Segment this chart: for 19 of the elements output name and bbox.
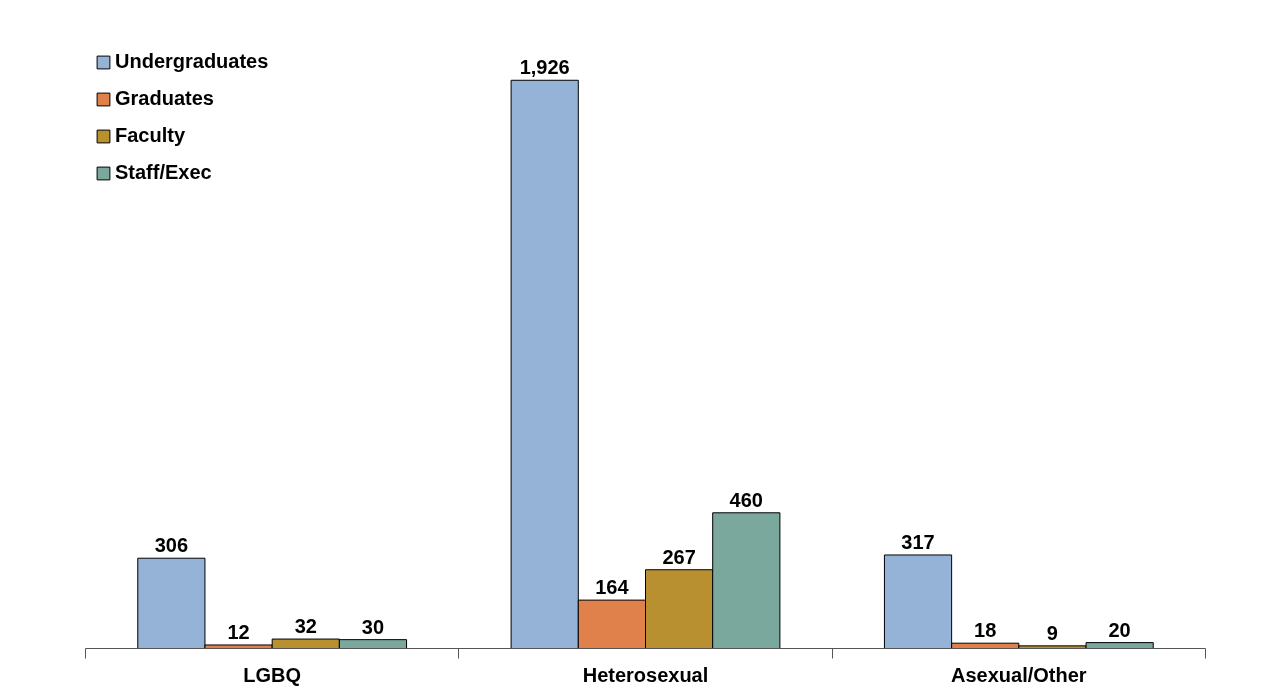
- data-label: 267: [662, 545, 696, 568]
- data-label: 32: [294, 615, 317, 638]
- data-label: 306: [154, 534, 189, 557]
- data-label: 164: [595, 576, 630, 599]
- data-label: 1,926: [519, 56, 570, 79]
- data-label: 30: [361, 615, 385, 638]
- x-tick-label: LGBQ: [243, 663, 302, 686]
- x-tick-label: Asexual/Other: [951, 663, 1087, 686]
- x-tick-label: Heterosexual: [582, 663, 709, 686]
- data-label: 12: [227, 620, 250, 643]
- data-label: 18: [974, 619, 997, 642]
- legend-label: Undergraduates: [115, 50, 269, 73]
- data-label: 317: [901, 530, 935, 553]
- data-label: 460: [729, 488, 763, 511]
- data-label: 20: [1108, 618, 1131, 641]
- legend-label: Staff/Exec: [115, 161, 212, 184]
- legend-label: Graduates: [115, 87, 214, 110]
- legend-label: Faculty: [115, 124, 186, 147]
- data-label: 9: [1046, 621, 1058, 644]
